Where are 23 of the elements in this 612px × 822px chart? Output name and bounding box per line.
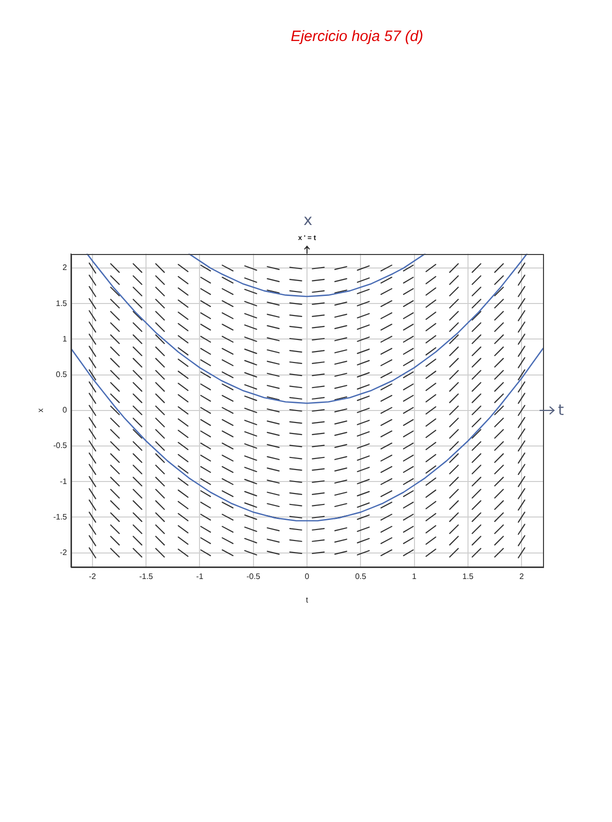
y-tick-label: 1.5 bbox=[56, 298, 68, 308]
text: x bbox=[304, 210, 312, 229]
y-tick-label: 1 bbox=[62, 334, 68, 344]
y-tick-label: 2 bbox=[62, 263, 68, 272]
x-tick-label: 0 bbox=[304, 572, 310, 582]
x-tick-label: 1 bbox=[412, 572, 418, 582]
y-tick-label: 0 bbox=[62, 406, 68, 415]
y-axis-title: x bbox=[36, 408, 46, 412]
x-tick-label: -1 bbox=[196, 572, 204, 582]
x-tick-label: -0.5 bbox=[246, 572, 261, 582]
text: t bbox=[558, 401, 564, 420]
x-tick-label: -2 bbox=[88, 572, 97, 582]
y-tick-label: -1.5 bbox=[53, 512, 68, 522]
x-tick-label: 1.5 bbox=[462, 572, 474, 582]
x-tick-label: 0.5 bbox=[355, 572, 367, 582]
x-axis-title: t bbox=[306, 595, 309, 604]
y-tick-label: -1 bbox=[60, 476, 68, 486]
x-tick-label: -1.5 bbox=[139, 572, 154, 582]
y-tick-label: -2 bbox=[60, 548, 68, 557]
y-tick-label: 0.5 bbox=[56, 370, 68, 380]
chart-title: Ejercicio hoja 57 (d) bbox=[290, 28, 424, 46]
y-tick-label: -0.5 bbox=[53, 441, 68, 450]
x-tick-label: 2 bbox=[519, 572, 524, 582]
